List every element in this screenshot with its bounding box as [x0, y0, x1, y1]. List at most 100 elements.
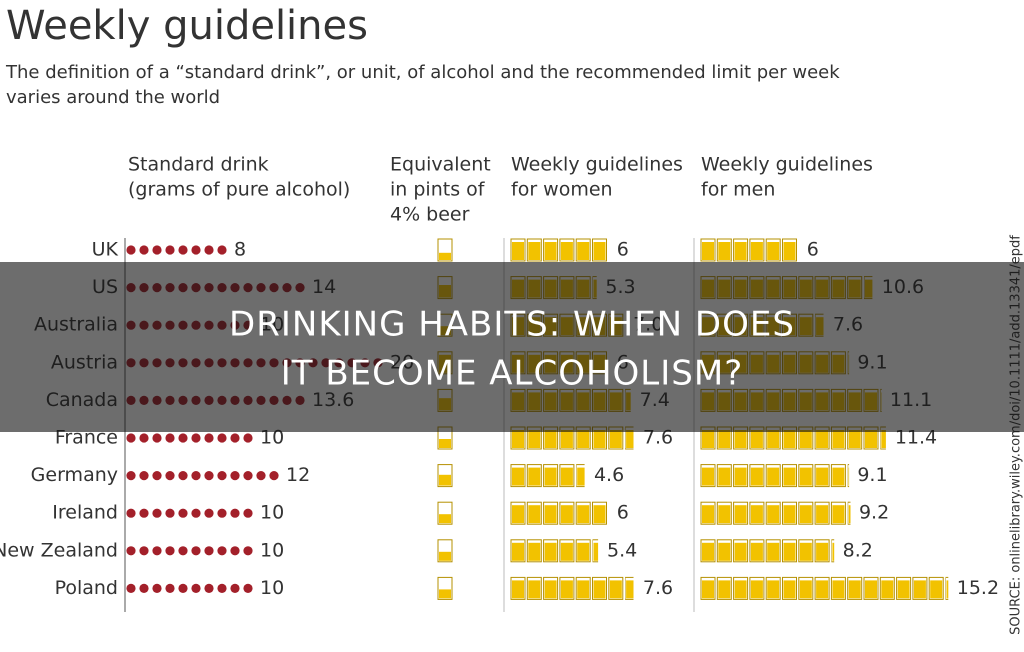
glass-fill [593, 242, 606, 260]
dot [204, 245, 214, 255]
glass-fill [593, 430, 606, 448]
glass-fill [734, 505, 747, 524]
dot [152, 471, 162, 481]
dot [191, 471, 201, 481]
dot [178, 583, 188, 594]
dot [165, 546, 175, 556]
glass-fill [609, 430, 622, 448]
dot [204, 471, 214, 481]
dot [126, 508, 136, 518]
glass-fill [734, 242, 747, 260]
glass-fill [799, 580, 812, 599]
dot [230, 471, 240, 481]
partial-glass [831, 539, 835, 563]
glass-fill [702, 542, 714, 561]
dot [152, 508, 162, 518]
glass-fill [702, 430, 714, 448]
pint-glass [437, 238, 453, 262]
dot [178, 508, 188, 518]
glass-fill [544, 430, 557, 448]
glass-fill [767, 505, 780, 524]
dot [191, 583, 201, 594]
partial-glass [847, 464, 850, 488]
glass-fill [702, 467, 714, 486]
glass-row [510, 238, 607, 262]
glass-fill [750, 505, 763, 524]
glass-fill [577, 580, 590, 599]
row-label: UK [92, 239, 119, 261]
glass-fill [816, 505, 829, 524]
glass-fill [702, 505, 714, 524]
glass-fill [799, 505, 812, 524]
glass-fill [544, 580, 557, 599]
dot [217, 546, 227, 556]
partial-glass [847, 501, 851, 525]
dot [152, 583, 162, 594]
dot [256, 471, 266, 481]
glass-fill [544, 242, 557, 260]
partial-glass [592, 539, 599, 563]
pint-glass [437, 501, 453, 525]
glass-fill [560, 467, 573, 486]
column-header: for women [511, 179, 613, 201]
value-label: 10 [260, 502, 284, 524]
glass-fill [750, 542, 763, 561]
value-label: 8 [234, 239, 246, 261]
glass-fill [799, 542, 812, 561]
subtitle: The definition of a “standard drink”, or… [5, 62, 840, 83]
value-label: 6 [807, 239, 819, 261]
glass-fill [718, 242, 731, 260]
dot [243, 433, 253, 443]
glass-fill [439, 514, 451, 524]
banner [0, 262, 1024, 432]
glass-fill [593, 580, 606, 599]
dot [217, 245, 227, 255]
value-label: 10 [260, 577, 284, 599]
glass-fill [816, 542, 829, 561]
glass-fill [439, 551, 451, 561]
glass-fill [750, 430, 763, 448]
glass-fill [512, 467, 524, 486]
glass-fill [799, 467, 812, 486]
glass-fill [881, 430, 886, 448]
dot [152, 546, 162, 556]
dot [217, 583, 227, 594]
dot [217, 433, 227, 443]
dot [178, 546, 188, 556]
glass-fill [718, 542, 731, 561]
dot [139, 546, 149, 556]
dot [230, 546, 240, 556]
dot [126, 471, 136, 481]
dot [178, 471, 188, 481]
value-label: 9.1 [857, 464, 887, 486]
row-label: Ireland [52, 502, 118, 524]
row-label: New Zealand [0, 539, 118, 561]
glass-fill [930, 580, 943, 599]
dot [165, 245, 175, 255]
glass-fill [881, 580, 894, 599]
column-header: in pints of [390, 179, 486, 201]
pint-glass [437, 464, 453, 488]
glass-fill [439, 252, 451, 260]
dot [191, 546, 201, 556]
dot [243, 508, 253, 518]
glass-fill [577, 505, 590, 524]
glass-fill [609, 580, 622, 599]
value-label: 8.2 [843, 539, 873, 561]
dot [139, 508, 149, 518]
dot [230, 508, 240, 518]
pint-glass [437, 539, 453, 563]
glass-fill [897, 580, 910, 599]
glass-fill [718, 505, 731, 524]
dot [204, 433, 214, 443]
glass-fill [832, 580, 845, 599]
dot [139, 245, 149, 255]
glass-fill [560, 505, 573, 524]
glass-fill [528, 505, 541, 524]
partial-glass [576, 464, 585, 488]
glass-fill [560, 580, 573, 599]
glass-fill [702, 580, 714, 599]
glass-fill [832, 542, 835, 561]
column-header: 4% beer [390, 204, 470, 226]
